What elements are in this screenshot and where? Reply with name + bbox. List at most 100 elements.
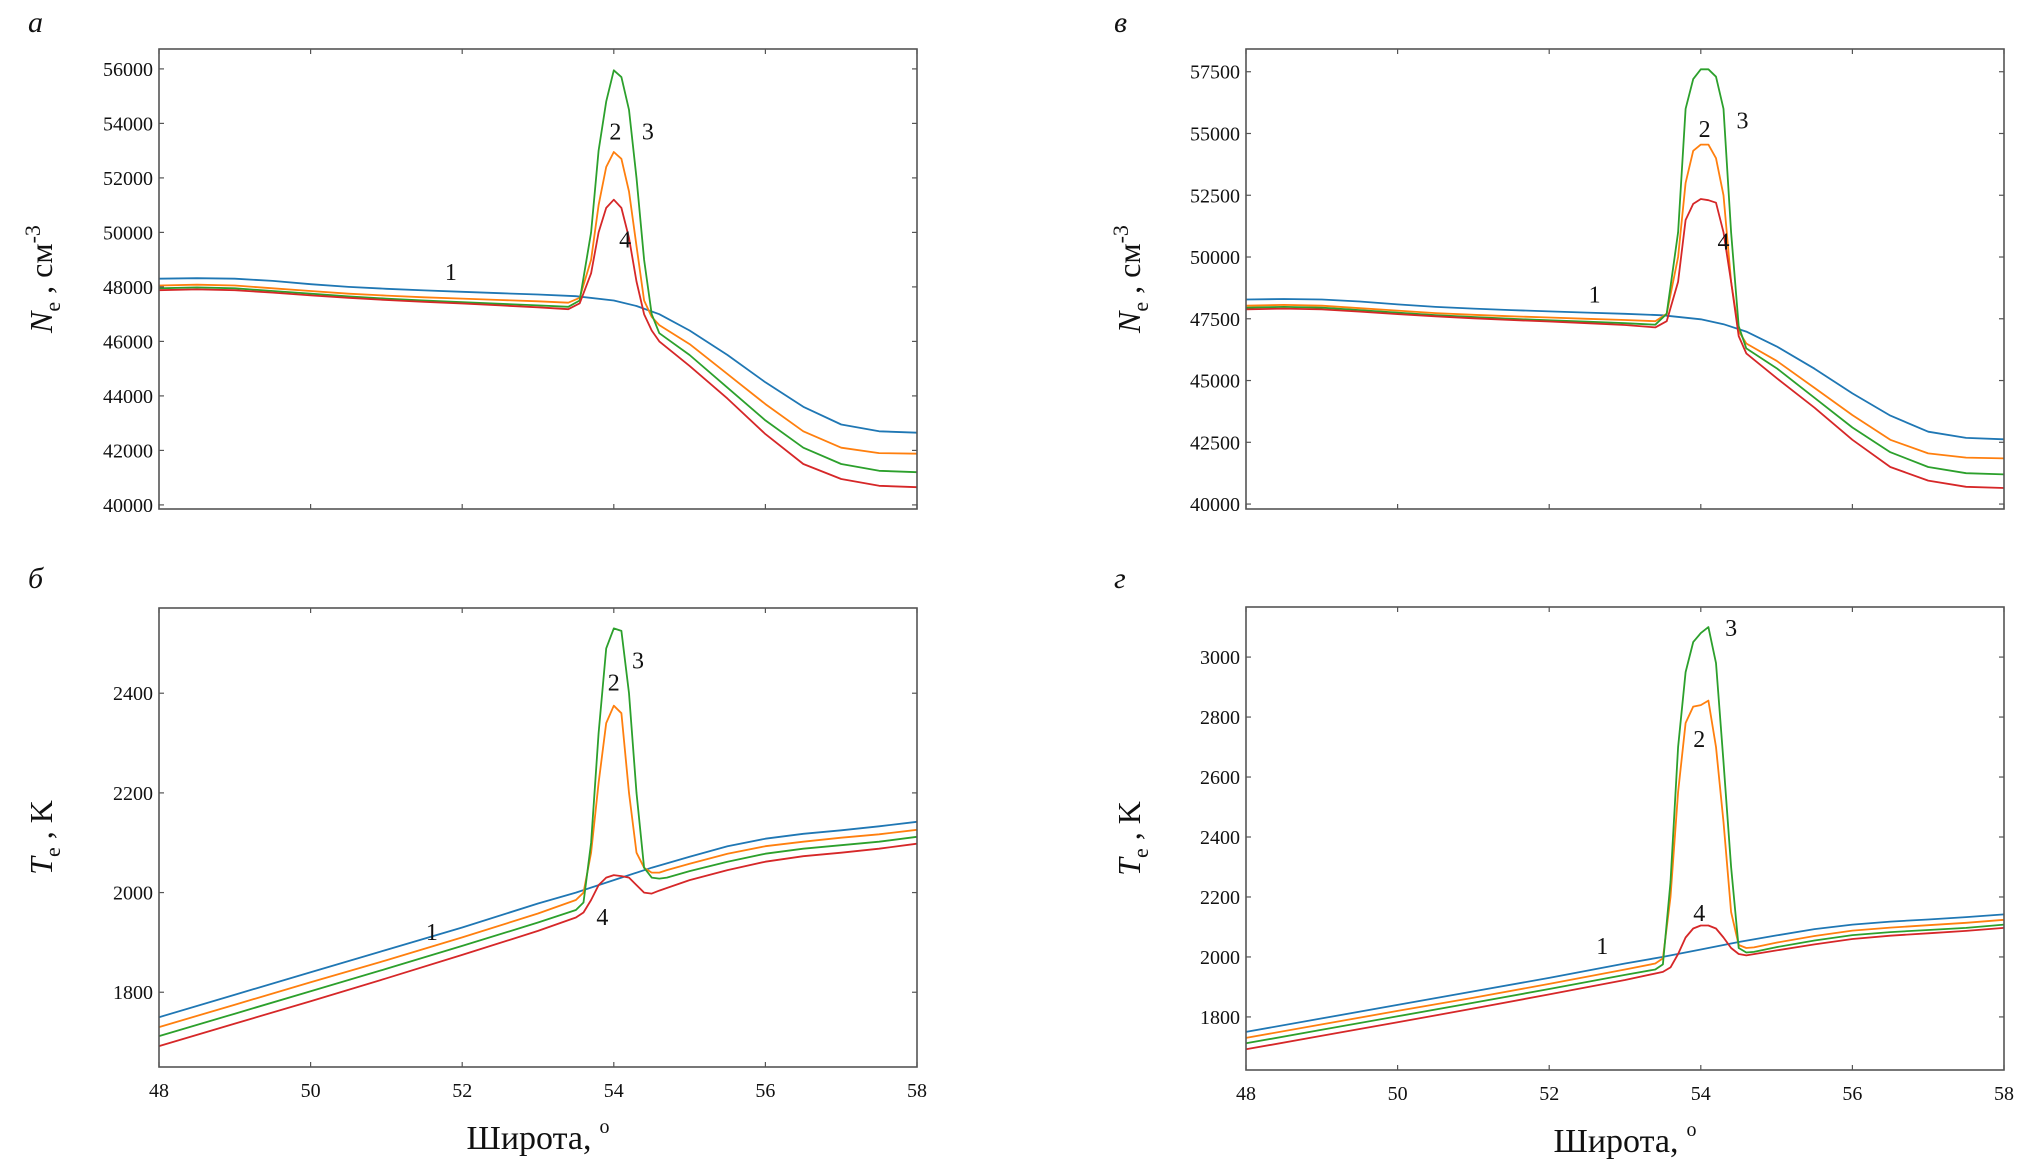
y-axis-label-subscript: e: [1128, 302, 1153, 312]
panel-letter: а: [28, 6, 43, 39]
y-tick-label: 42000: [103, 440, 153, 462]
y-tick-label: 52000: [103, 168, 153, 190]
x-tick-label: 54: [1691, 1083, 1711, 1105]
x-tick-label: 50: [301, 1080, 321, 1102]
y-tick-label: 40000: [1190, 494, 1240, 516]
curve-label-2: 2: [1699, 117, 1711, 143]
y-tick-label: 45000: [1190, 371, 1240, 393]
y-axis-label-symbol: N: [23, 310, 59, 334]
series-line-4: [1245, 198, 2005, 489]
series-line-3: [158, 627, 918, 1037]
series-line-1: [158, 820, 918, 1019]
x-tick-label: 58: [907, 1080, 927, 1102]
y-tick-label: 56000: [103, 59, 153, 81]
series-group: [1245, 68, 2005, 489]
y-tick-label: 52500: [1190, 185, 1240, 207]
y-tick-label: 55000: [1190, 123, 1240, 145]
series-group: [158, 627, 918, 1047]
y-axis-label: Te , K: [23, 800, 65, 875]
y-tick-label: 57500: [1190, 62, 1240, 84]
y-tick-label: 2000: [1200, 947, 1240, 969]
series-line-3: [1245, 68, 2005, 476]
curve-label-1: 1: [426, 920, 438, 946]
x-tick-label: 52: [452, 1080, 472, 1102]
y-axis-label-symbol: T: [23, 855, 59, 875]
plot-frame: [1245, 48, 2005, 510]
y-axis-label-unit: , см: [1111, 243, 1147, 301]
y-tick-label: 42500: [1190, 432, 1240, 454]
series-group: [1245, 626, 2005, 1051]
panel-b: б 1800 2000 2200 2400 48 50 52 54 56 58 Te , K Широт…: [23, 562, 927, 1157]
y-tick-label: 1800: [1200, 1007, 1240, 1029]
y-tick-label: 2600: [1200, 767, 1240, 789]
x-tick-label: 50: [1388, 1083, 1408, 1105]
curve-label-4: 4: [1718, 230, 1730, 256]
x-tick-label: 54: [604, 1080, 624, 1102]
series-group: [158, 69, 918, 489]
series-line-1: [158, 277, 918, 434]
series-line-3: [158, 69, 918, 474]
curve-label-4: 4: [619, 227, 631, 253]
x-tick-label: 48: [1236, 1083, 1256, 1105]
x-axis-label-text: Широта,: [467, 1120, 592, 1157]
panel-a: а 40000 42000 44000 46000 48000 50000 52000 5400…: [20, 6, 918, 517]
series-line-3: [1245, 626, 2005, 1045]
series-line-4: [158, 842, 918, 1047]
y-axis-label-subscript: e: [1128, 848, 1153, 858]
curve-label-3: 3: [1725, 616, 1737, 642]
y-tick-label: 54000: [103, 113, 153, 135]
y-axis-label: Te , K: [1111, 801, 1153, 876]
curve-label-2: 2: [609, 120, 621, 146]
y-axis-label-symbol: N: [1111, 310, 1147, 334]
y-axis-label-unit: , см: [23, 243, 59, 301]
panel-g: г 1800 2000 2200 2400 2600 2800 3000 48 50 52 54 56 5…: [1111, 562, 2014, 1160]
panel-letter: в: [1114, 6, 1127, 39]
curve-label-2: 2: [1693, 727, 1705, 753]
y-tick-label: 44000: [103, 386, 153, 408]
y-axis-label-subscript: e: [40, 847, 65, 857]
series-line-1: [1245, 913, 2005, 1033]
curve-label-3: 3: [632, 648, 644, 674]
x-axis-label-text: Широта,: [1554, 1123, 1679, 1160]
y-tick-label: 3000: [1200, 647, 1240, 669]
curve-label-4: 4: [596, 905, 608, 931]
y-axis-label-unit: , K: [1111, 801, 1147, 848]
plot-frame: [158, 607, 918, 1068]
y-tick-label: 48000: [103, 277, 153, 299]
panel-letter: г: [1114, 562, 1126, 595]
curve-label-1: 1: [1589, 283, 1601, 309]
x-axis-label: Широта, o: [467, 1116, 610, 1157]
plot-frame: [1245, 606, 2005, 1071]
y-axis-label-subscript: e: [40, 302, 65, 312]
y-axis-label-superscript: -3: [20, 225, 45, 243]
y-tick-label: 2400: [113, 683, 153, 705]
panel-v: в 40000 42500 45000 47500 50000 52500 55000 5750…: [1108, 6, 2005, 516]
y-tick-label: 50000: [103, 222, 153, 244]
y-tick-label: 2800: [1200, 707, 1240, 729]
x-tick-label: 56: [1842, 1083, 1862, 1105]
y-tick-label: 2200: [113, 783, 153, 805]
x-tick-label: 58: [1994, 1083, 2014, 1105]
series-line-1: [1245, 298, 2005, 441]
y-tick-label: 40000: [103, 495, 153, 517]
series-line-2: [158, 151, 918, 455]
y-tick-label: 2200: [1200, 887, 1240, 909]
curve-label-3: 3: [642, 120, 654, 146]
x-tick-label: 56: [755, 1080, 775, 1102]
y-axis-label: Ne , см-3: [1108, 225, 1153, 334]
y-axis-label-superscript: -3: [1108, 225, 1133, 243]
y-axis-label: Ne , см-3: [20, 225, 65, 334]
curve-label-1: 1: [445, 260, 457, 286]
x-axis-label-degree: o: [1686, 1119, 1696, 1141]
y-axis-label-unit: , K: [23, 800, 59, 847]
y-tick-label: 1800: [113, 982, 153, 1004]
plot-frame: [158, 48, 918, 510]
x-axis-label: Широта, o: [1554, 1119, 1697, 1160]
y-tick-label: 46000: [103, 331, 153, 353]
curve-label-3: 3: [1736, 109, 1748, 135]
x-tick-label: 48: [149, 1080, 169, 1102]
series-line-2: [1245, 143, 2005, 460]
y-tick-label: 47500: [1190, 309, 1240, 331]
curve-label-2: 2: [608, 671, 620, 697]
